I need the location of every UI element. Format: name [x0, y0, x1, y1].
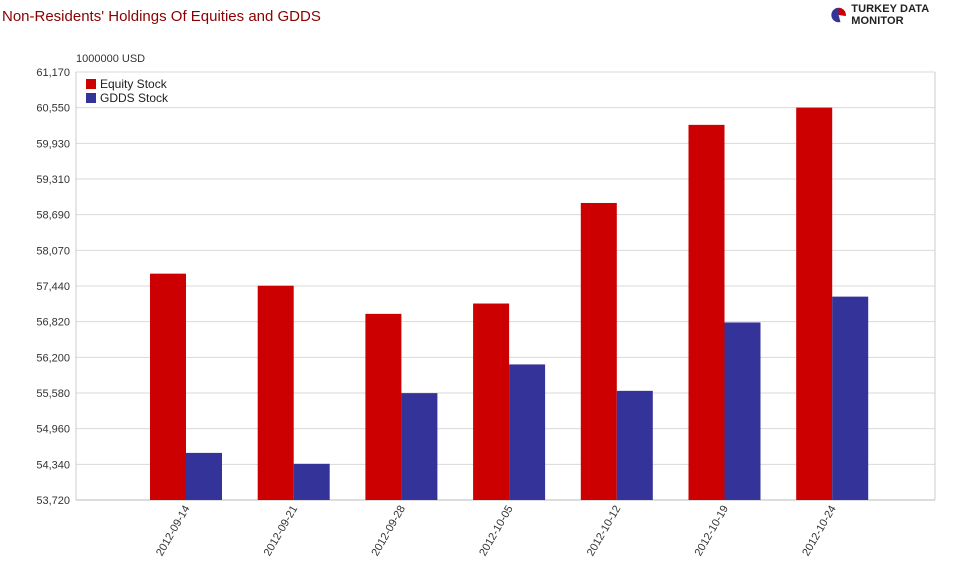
bar-equity-2012-10-05: [473, 303, 510, 500]
y-tick-label: 56,820: [36, 317, 70, 329]
y-axis-label: 1000000 USD: [76, 53, 145, 65]
legend-swatch-gdds: [86, 93, 96, 103]
legend-swatch-equity: [86, 79, 96, 89]
bar-equity-2012-10-24: [796, 107, 833, 501]
y-tick-label: 57,440: [36, 281, 70, 293]
x-tick-label: 2012-09-28: [369, 504, 408, 559]
chart-title: Non-Residents' Holdings Of Equities and …: [2, 8, 321, 25]
x-tick-label: 2012-10-05: [477, 504, 516, 559]
y-tick-labels: 53,720 54,340 54,960 55,580 56,200 56,820 57,4…: [36, 67, 70, 507]
bar-equity-2012-09-21: [257, 285, 294, 500]
x-tick-labels: 2012-09-14 2012-09-21 2012-09-28 2012-10-05…: [154, 504, 839, 559]
y-tick-label: 59,310: [36, 174, 70, 186]
y-tick-label: 53,720: [36, 495, 70, 507]
legend: Equity Stock GDDS Stock: [86, 77, 169, 105]
y-tick-label: 58,690: [36, 210, 70, 222]
bar-gdds-2012-10-19: [724, 322, 761, 500]
y-tick-label: 54,960: [36, 424, 70, 436]
bar-gdds-2012-10-05: [509, 364, 546, 500]
legend-label-equity: Equity Stock: [100, 77, 168, 91]
pie-chart-logo-icon: [830, 6, 847, 24]
x-tick-label: 2012-10-19: [693, 504, 732, 559]
y-tick-label: 54,340: [36, 459, 70, 471]
x-tick-label: 2012-10-12: [585, 504, 624, 559]
x-tick-label: 2012-09-14: [154, 504, 193, 559]
legend-label-gdds: GDDS Stock: [100, 91, 169, 105]
y-tick-label: 60,550: [36, 103, 70, 115]
bar-equity-2012-09-14: [150, 273, 186, 500]
x-tick-label: 2012-10-24: [800, 504, 839, 559]
y-tick-label: 56,200: [36, 352, 70, 364]
bar-equity-2012-10-19: [688, 124, 725, 500]
y-tick-label: 58,070: [36, 245, 70, 257]
y-tick-label: 55,580: [36, 388, 70, 400]
bar-equity-2012-09-28: [365, 313, 402, 500]
bar-gdds-2012-09-28: [401, 393, 438, 500]
bar-gdds-2012-10-24: [832, 296, 869, 500]
brand-logo: TURKEY DATA MONITOR: [830, 3, 979, 27]
y-tick-label: 61,170: [36, 67, 70, 79]
brand-name: TURKEY DATA MONITOR: [851, 3, 929, 27]
bar-gdds-2012-09-21: [293, 463, 330, 500]
bar-gdds-2012-09-14: [186, 452, 222, 500]
y-tick-label: 59,930: [36, 138, 70, 150]
bar-marks: [150, 107, 869, 501]
x-tick-label: 2012-09-21: [262, 504, 301, 559]
bar-gdds-2012-10-12: [616, 390, 653, 500]
bar-equity-2012-10-12: [580, 202, 617, 500]
